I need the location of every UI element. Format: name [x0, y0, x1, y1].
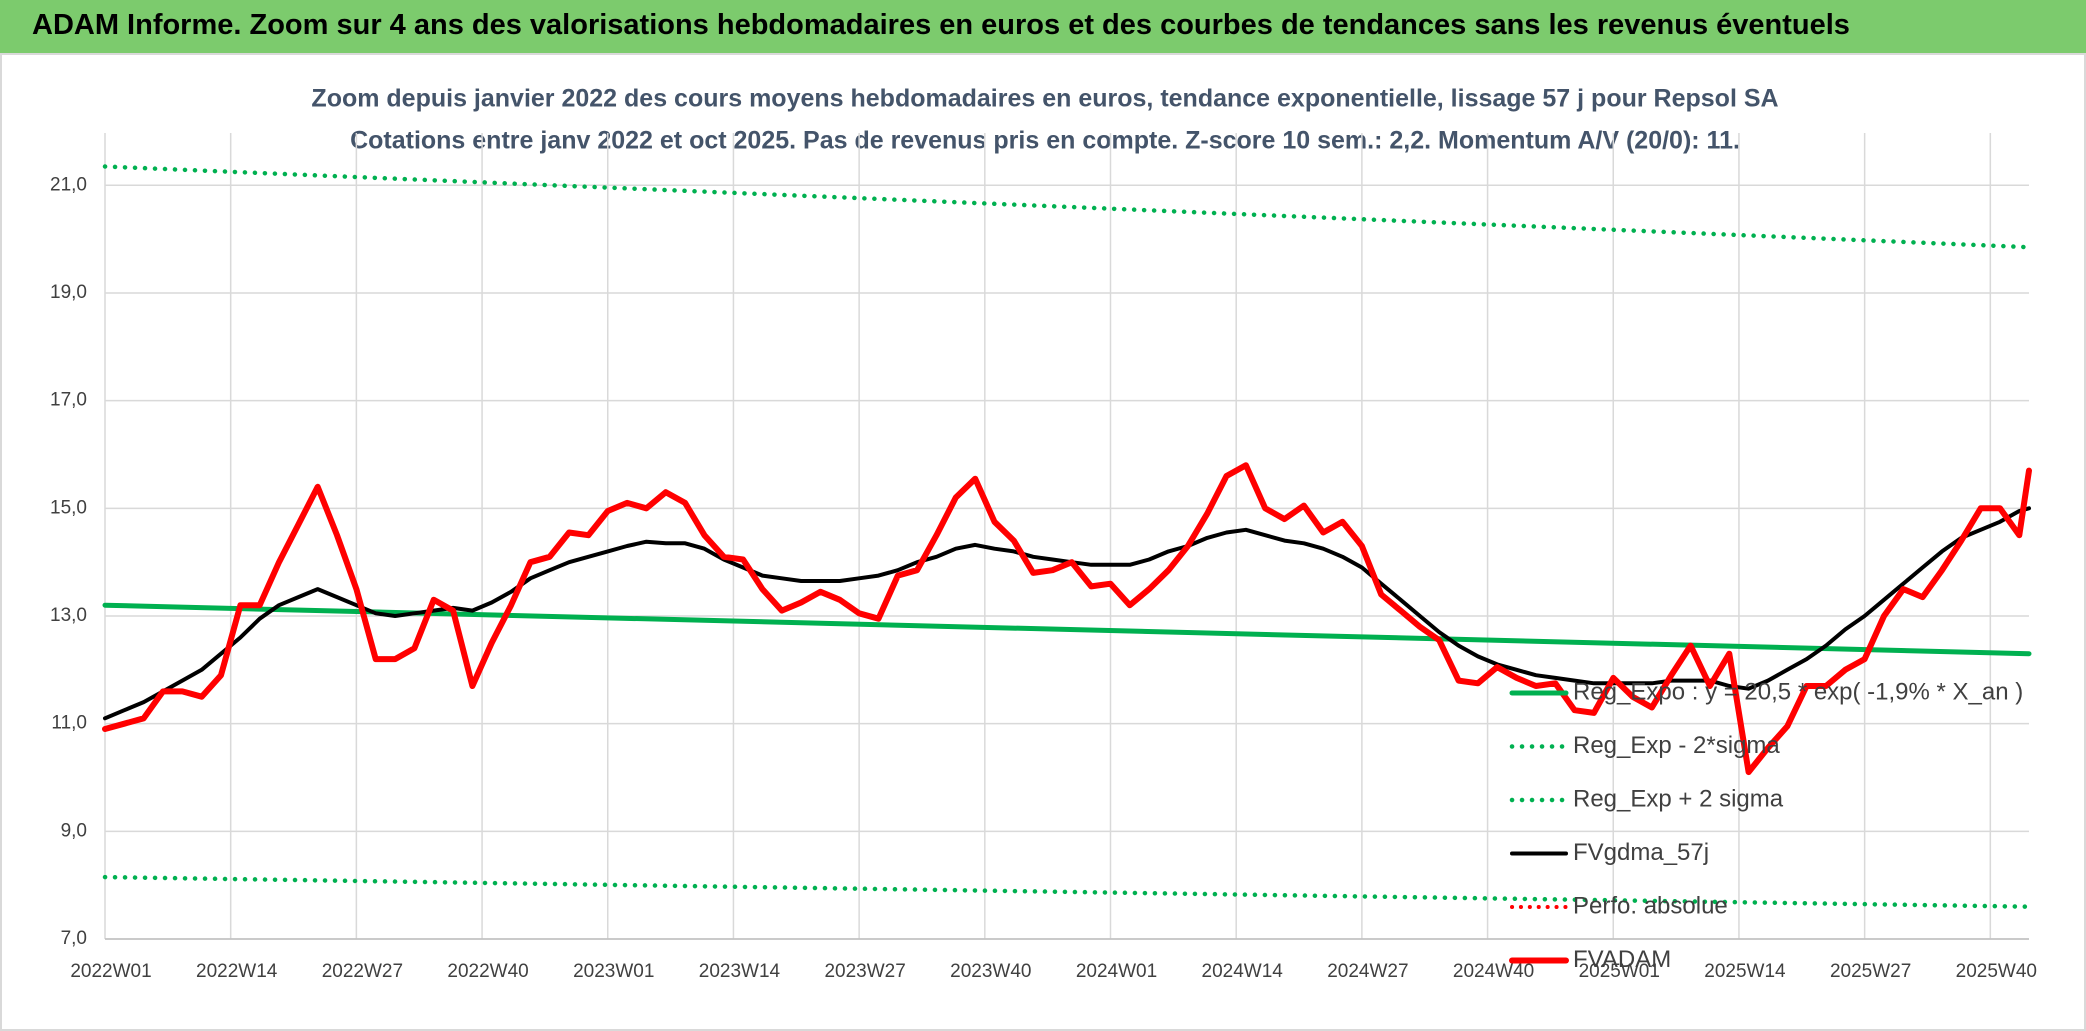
series-line [102, 164, 2032, 250]
x-tick-label: 2025W14 [1704, 961, 1786, 982]
legend-label: FVgdma_57j [1573, 839, 1709, 866]
x-tick-label: 2023W40 [950, 961, 1031, 982]
series-line [102, 874, 2032, 909]
x-tick-label: 2024W14 [1202, 961, 1284, 982]
title-bar: ADAM Informe. Zoom sur 4 ans des valoris… [0, 0, 2086, 53]
legend-label: Reg_Exp - 2*sigma [1573, 732, 1780, 759]
y-tick-label: 17,0 [50, 390, 87, 411]
series-line [102, 462, 2032, 776]
chart: Zoom depuis janvier 2022 des cours moyen… [0, 53, 2086, 1031]
y-tick-label: 7,0 [61, 928, 87, 949]
x-tick-label: 2022W27 [322, 961, 403, 982]
x-tick-label: 2024W27 [1327, 961, 1408, 982]
x-tick-label: 2024W01 [1076, 961, 1157, 982]
x-tick-label: 2023W27 [824, 961, 905, 982]
chart-title: Zoom depuis janvier 2022 des cours moyen… [311, 85, 1778, 113]
x-tick-label: 2022W01 [70, 961, 151, 982]
x-tick-label: 2025W01 [1579, 961, 1660, 982]
page-title: ADAM Informe. Zoom sur 4 ans des valoris… [32, 9, 1850, 41]
legend-label: FVADAM [1573, 946, 1671, 973]
y-tick-label: 15,0 [50, 497, 87, 518]
x-tick-label: 2023W01 [573, 961, 654, 982]
y-tick-label: 19,0 [50, 282, 87, 303]
x-tick-label: 2025W40 [1956, 961, 2037, 982]
chart-subtitle: Cotations entre janv 2022 et oct 2025. P… [350, 127, 1740, 155]
x-tick-label: 2023W14 [699, 961, 781, 982]
y-tick-label: 9,0 [61, 820, 87, 841]
x-tick-label: 2025W27 [1830, 961, 1911, 982]
y-tick-label: 13,0 [50, 605, 87, 626]
legend-label: Reg_Exp + 2 sigma [1573, 785, 1784, 812]
y-tick-label: 21,0 [50, 174, 87, 195]
x-tick-label: 2022W14 [196, 961, 278, 982]
y-tick-label: 11,0 [51, 713, 87, 734]
x-tick-label: 2024W40 [1453, 961, 1534, 982]
x-tick-label: 2022W40 [447, 961, 528, 982]
chart-frame [0, 53, 2086, 1031]
legend-label: Reg_Expo : y = 20,5 * exp( -1,9% * X_an … [1573, 678, 2023, 705]
legend-label: Perfo. absolue [1573, 892, 1728, 919]
